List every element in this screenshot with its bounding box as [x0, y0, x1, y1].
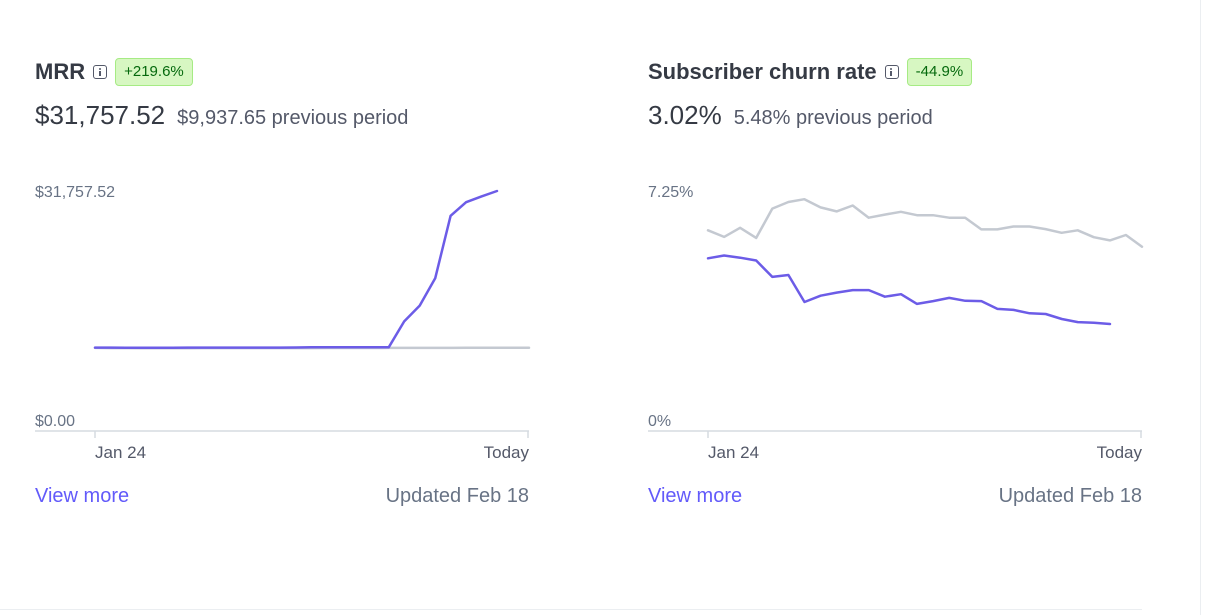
panel-right-border — [1200, 0, 1201, 615]
churn-chart: 7.25% 0% Jan 24 Today — [648, 184, 1144, 462]
mrr-value: $31,757.52 — [35, 100, 166, 130]
churn-value: 3.02% — [648, 100, 722, 130]
mrr-value-row: $31,757.52 $9,937.65 previous period — [35, 100, 408, 131]
x-start-label: Jan 24 — [708, 443, 759, 462]
mrr-title-row: MRR +219.6% — [35, 57, 193, 87]
y-max-label: 7.25% — [648, 184, 693, 201]
churn-footer: View more Updated Feb 18 — [648, 485, 1142, 508]
churn-updated-text: Updated Feb 18 — [998, 485, 1142, 507]
churn-view-more-link[interactable]: View more — [648, 485, 743, 507]
info-icon[interactable] — [884, 65, 899, 79]
mrr-footer: View more Updated Feb 18 — [35, 485, 529, 508]
x-end-label: Today — [1097, 443, 1143, 462]
churn-value-row: 3.02% 5.48% previous period — [648, 100, 933, 131]
churn-title-row: Subscriber churn rate -44.9% — [648, 57, 973, 87]
x-start-label: Jan 24 — [95, 443, 146, 462]
mrr-change-badge: +219.6% — [115, 58, 193, 86]
mrr-view-more-link[interactable]: View more — [35, 485, 130, 507]
y-min-label: $0.00 — [35, 413, 75, 430]
y-min-label: 0% — [648, 413, 671, 430]
y-max-label: $31,757.52 — [35, 184, 115, 201]
churn-previous-series-line — [706, 197, 1144, 248]
churn-title: Subscriber churn rate — [648, 59, 877, 84]
churn-change-badge: -44.9% — [906, 58, 973, 86]
mrr-updated-text: Updated Feb 18 — [385, 485, 529, 507]
mrr-card: MRR +219.6% $31,757.52 $9,937.65 previou… — [35, 0, 535, 560]
x-end-label: Today — [484, 443, 530, 462]
churn-previous-period: 5.48% previous period — [733, 107, 933, 129]
info-icon[interactable] — [93, 65, 108, 79]
churn-card: Subscriber churn rate -44.9% 3.02% 5.48%… — [648, 0, 1148, 560]
mrr-chart: $31,757.52 $0.00 Jan 24 Today — [35, 184, 531, 462]
panel-bottom-border — [0, 609, 1142, 610]
mrr-current-series-line — [93, 189, 499, 350]
mrr-title: MRR — [35, 59, 86, 84]
mrr-previous-period: $9,937.65 previous period — [177, 107, 409, 129]
churn-current-series-line — [706, 254, 1112, 326]
